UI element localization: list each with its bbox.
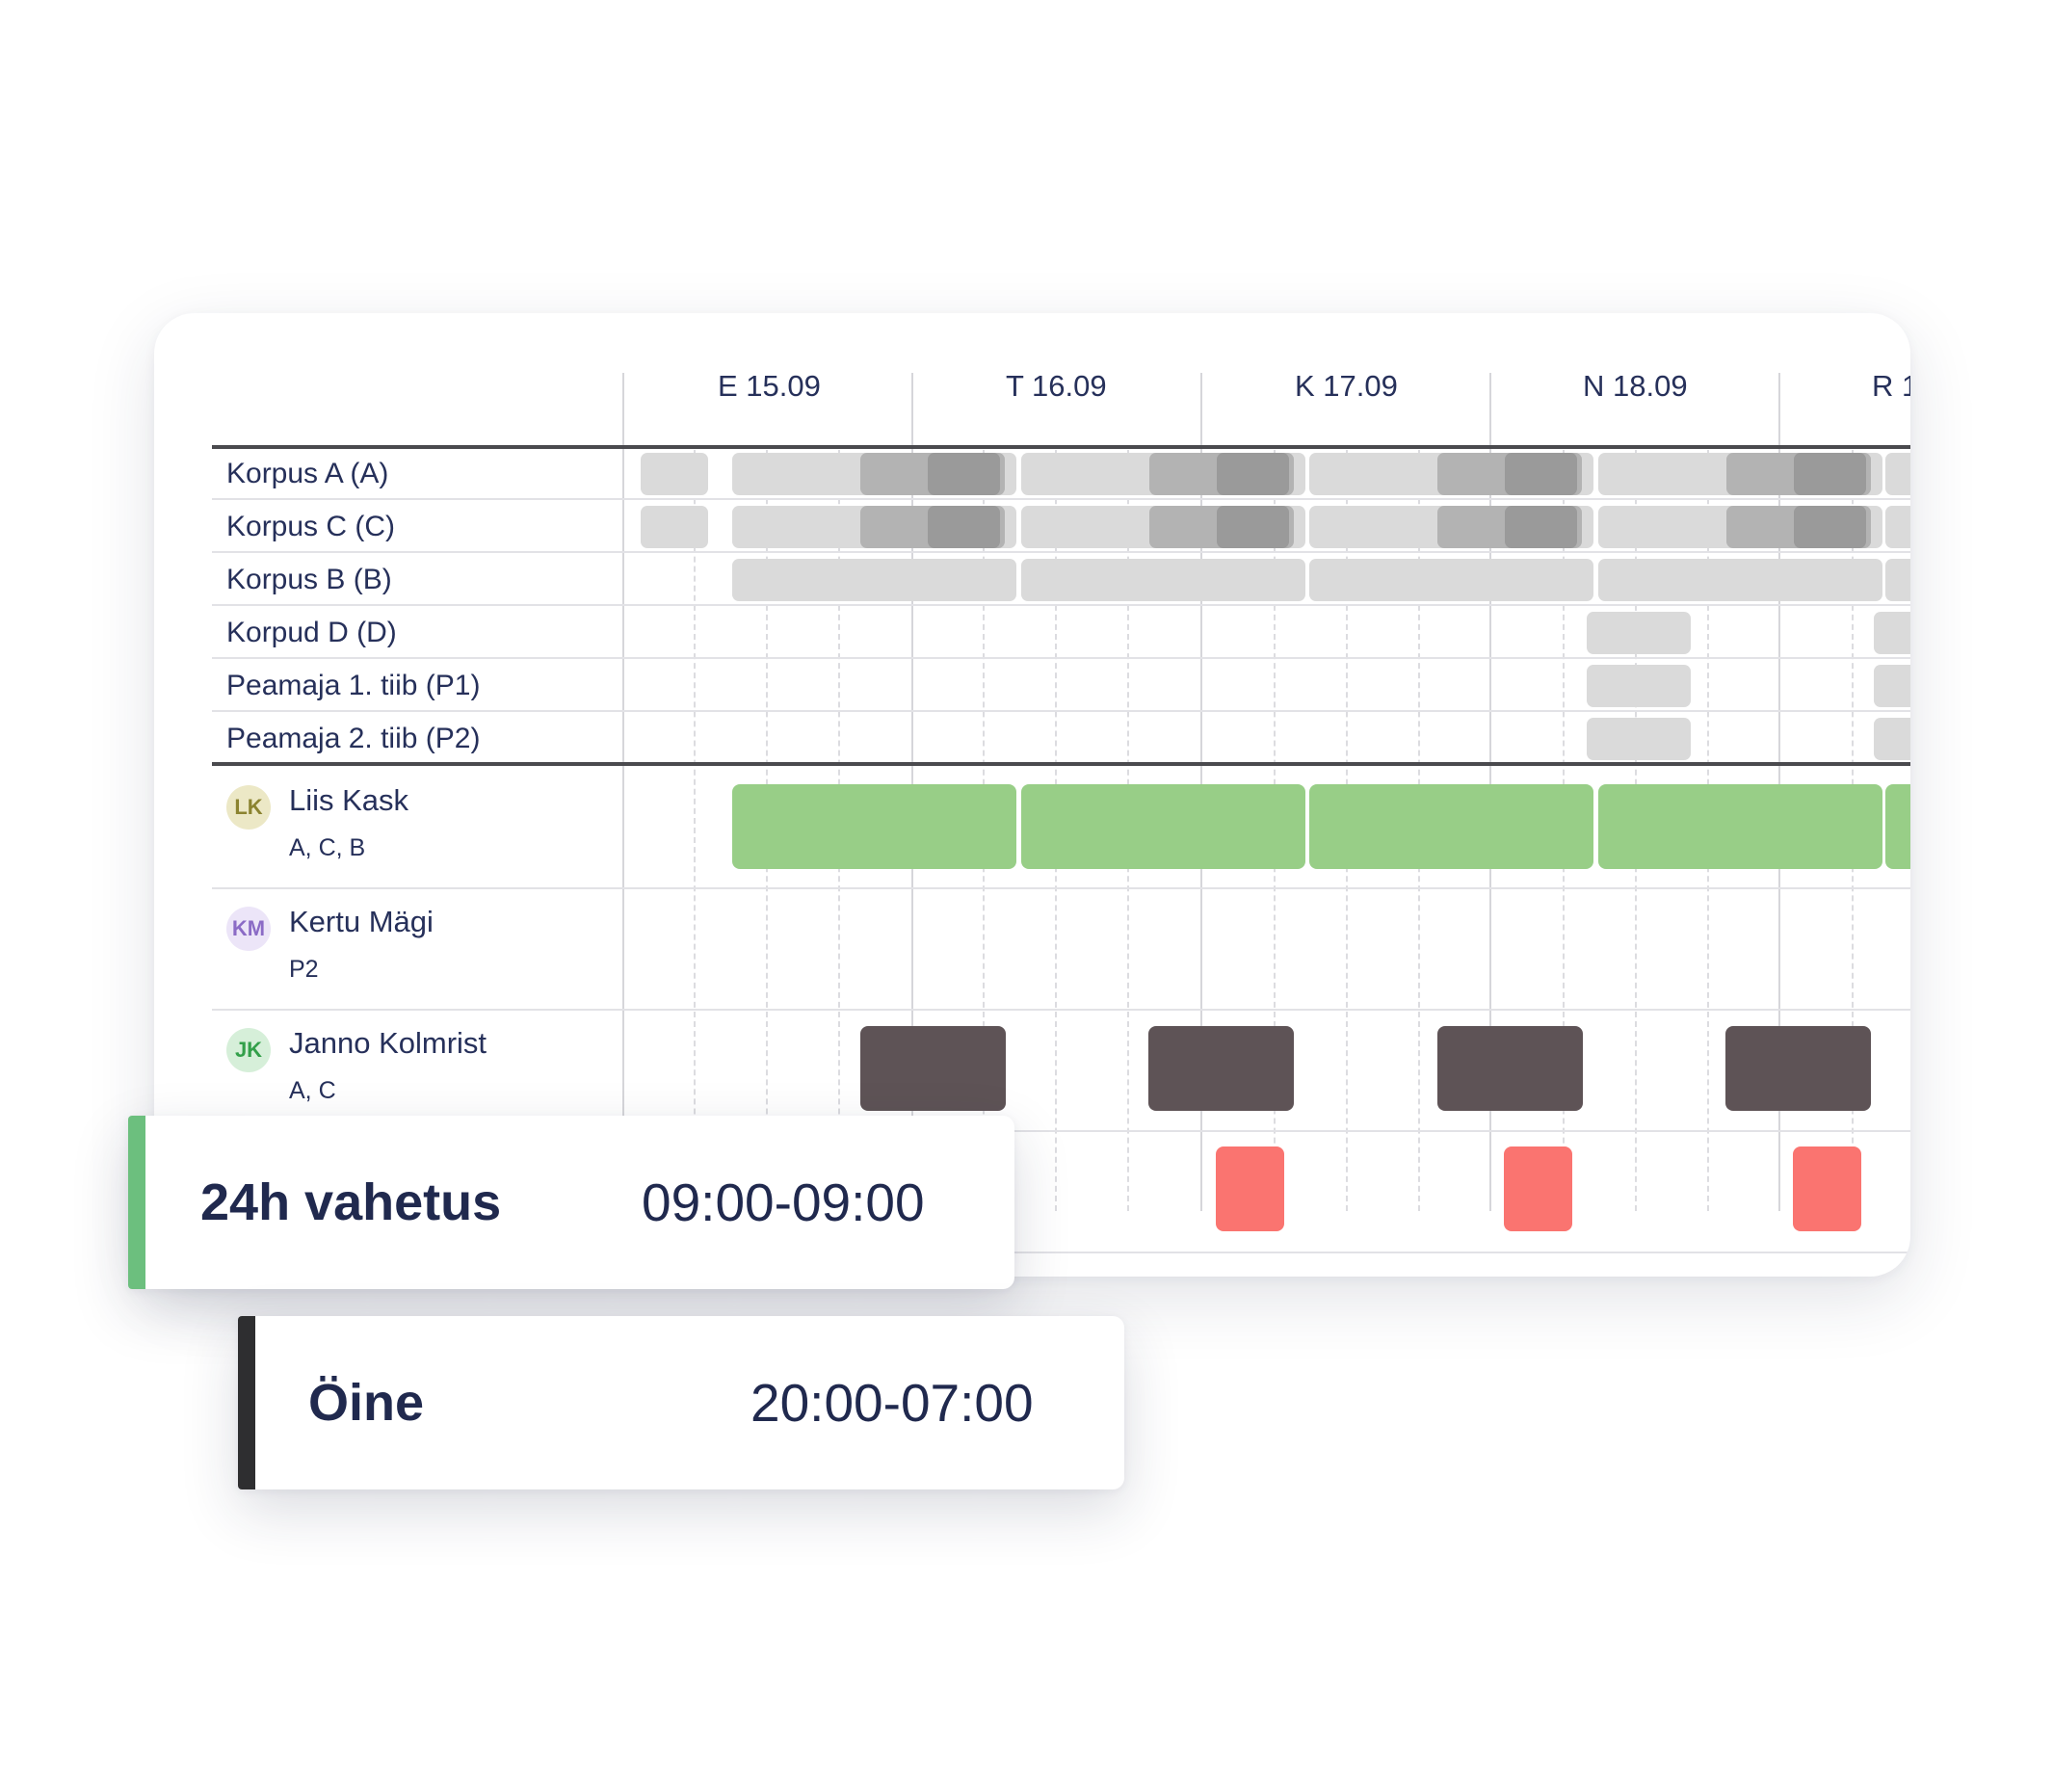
person-locations: P2 [289,956,319,983]
person-name[interactable]: Janno Kolmrist [289,1026,487,1060]
shift-bar [641,506,708,548]
row-divider [212,657,1910,659]
shift-bar [1216,506,1289,548]
shift-title: 24h vahetus [200,1173,502,1231]
location-label: Korpus B (B) [226,564,392,595]
shift-bar [1885,784,1910,869]
shift-bar [1587,665,1691,707]
shift-bar [1874,665,1910,707]
shift-time: 20:00-07:00 [750,1373,1034,1433]
location-label: Peamaja 2. tiib (P2) [226,723,481,754]
day-header[interactable]: E 15.09 [718,369,821,403]
shift-bar [1309,559,1593,601]
row-divider [212,710,1910,712]
location-label: Korpud D (D) [226,617,397,648]
shift-bar [732,784,1016,869]
location-label: Peamaja 1. tiib (P1) [226,670,481,701]
shift-bar [1587,612,1691,654]
shift-bar [1874,718,1910,760]
shift-bar [1148,1026,1294,1111]
row-divider [212,604,1910,606]
shift-bar [1874,612,1910,654]
shift-bar [928,506,1000,548]
day-header[interactable]: T 16.09 [1006,369,1107,403]
avatar: KM [226,907,271,951]
row-divider [212,1009,1910,1011]
label-column-divider [622,373,624,1076]
shift-bar [1505,506,1577,548]
shift-popup-night[interactable]: Öine 20:00-07:00 [238,1316,1124,1489]
person-name[interactable]: Kertu Mägi [289,905,434,938]
shift-bar [1597,784,1882,869]
shift-bar [1725,1026,1871,1111]
shift-popup-24h[interactable]: 24h vahetus 09:00-09:00 [128,1116,1014,1289]
day-header[interactable]: R 1 [1872,369,1910,403]
shift-bar [1885,559,1910,601]
shift-bar [1216,1146,1284,1231]
shift-bar [732,559,1016,601]
shift-bar [928,453,1000,495]
row-divider [212,551,1910,553]
day-header[interactable]: K 17.09 [1295,369,1398,403]
header-divider [212,445,1910,449]
row-divider [212,887,1910,889]
shift-color-stripe [238,1316,255,1489]
shift-bar [1504,1146,1572,1231]
location-label: Korpus C (C) [226,511,396,542]
shift-bar [1885,453,1910,495]
shift-bar [1309,784,1593,869]
shift-bar [1793,506,1866,548]
shift-time: 09:00-09:00 [642,1173,925,1232]
day-header[interactable]: N 18.09 [1583,369,1688,403]
shift-bar [1505,453,1577,495]
shift-color-stripe [128,1116,145,1289]
row-divider [212,498,1910,500]
shift-bar [1020,784,1305,869]
person-locations: A, C, B [289,834,366,861]
shift-bar [1020,559,1305,601]
hour-divider [694,450,696,1211]
shift-bar [1793,453,1866,495]
section-divider [212,762,1910,766]
shift-bar [641,453,708,495]
shift-bar [1216,453,1289,495]
shift-title: Öine [308,1374,425,1432]
avatar: JK [226,1028,271,1072]
avatar: LK [226,785,271,830]
schedule-grid: E 15.09 T 16.09 K 17.09 N 18.09 R 1 Korp… [154,313,1910,1277]
person-locations: A, C [289,1077,336,1104]
shift-bar [1587,718,1691,760]
shift-bar [1437,1026,1583,1111]
person-name[interactable]: Liis Kask [289,783,409,817]
row-divider [622,1252,1910,1253]
shift-bar [1597,559,1882,601]
shift-bar [860,1026,1006,1111]
shift-bar [1885,506,1910,548]
shift-bar [1793,1146,1861,1231]
row-divider [622,1130,1910,1132]
location-label: Korpus A (A) [226,458,389,489]
